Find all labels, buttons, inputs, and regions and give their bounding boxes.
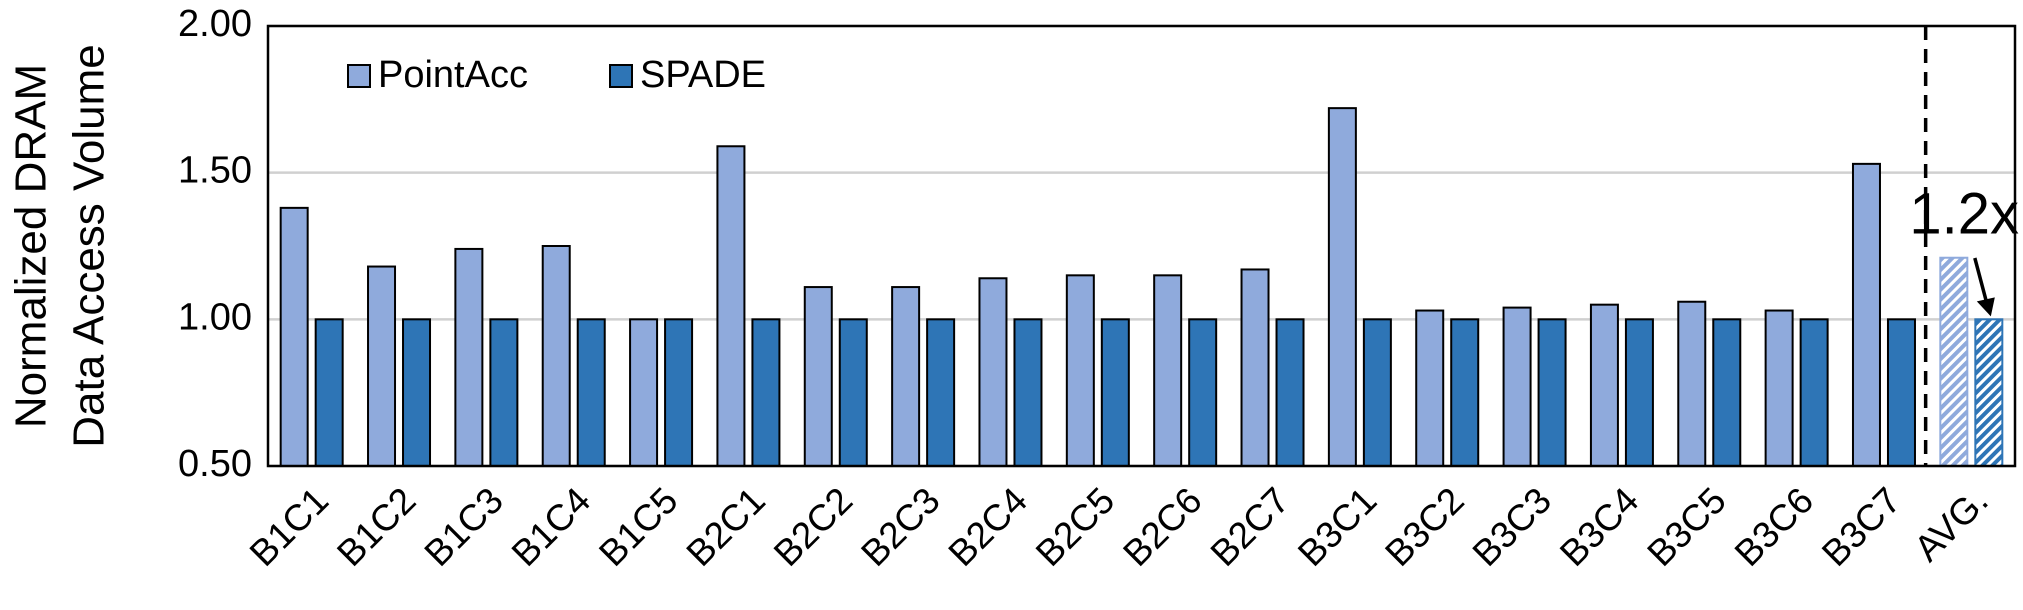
bar bbox=[576, 318, 606, 468]
x-tick-label: B3C2 bbox=[1377, 480, 1471, 574]
legend-label: SPADE bbox=[640, 54, 766, 96]
legend-swatch bbox=[609, 64, 633, 88]
x-tick-label: B3C3 bbox=[1465, 480, 1559, 574]
bar bbox=[1153, 274, 1183, 468]
y-axis-title: Normalized DRAM bbox=[7, 64, 56, 428]
y-tick-label: 1.50 bbox=[178, 150, 252, 192]
annotation-arrowhead bbox=[1976, 297, 1995, 317]
bar bbox=[279, 206, 309, 467]
legend-label: PointAcc bbox=[378, 54, 528, 96]
bar bbox=[314, 318, 344, 468]
bar bbox=[751, 318, 781, 468]
x-tick-label: B1C4 bbox=[504, 480, 598, 574]
x-tick-label: B2C4 bbox=[941, 480, 1035, 574]
annotation-arrow bbox=[1973, 257, 1989, 304]
bar bbox=[1415, 309, 1445, 467]
legend-swatch bbox=[347, 64, 371, 88]
x-tick-label: B2C5 bbox=[1028, 480, 1122, 574]
bar bbox=[1851, 162, 1881, 467]
bar bbox=[1362, 318, 1392, 468]
bar bbox=[978, 277, 1008, 467]
x-tick-label: B1C1 bbox=[242, 480, 336, 574]
bar bbox=[1275, 318, 1305, 468]
bar bbox=[926, 318, 956, 468]
bar bbox=[1764, 309, 1794, 467]
plot-frame bbox=[266, 24, 2017, 468]
bar bbox=[1974, 318, 2004, 468]
bar bbox=[891, 286, 921, 468]
bar bbox=[1537, 318, 1567, 468]
bar bbox=[1188, 318, 1218, 468]
bar bbox=[1450, 318, 1480, 468]
x-tick-label: B3C4 bbox=[1552, 480, 1646, 574]
bar bbox=[1799, 318, 1829, 468]
bar bbox=[1589, 303, 1619, 467]
x-tick-label: B1C3 bbox=[417, 480, 511, 574]
x-tick-label: AVG. bbox=[1906, 480, 1996, 570]
x-tick-label: B1C2 bbox=[329, 480, 423, 574]
bar bbox=[1013, 318, 1043, 468]
y-axis-title: Data Access Volume bbox=[65, 44, 114, 448]
bar bbox=[1886, 318, 1916, 468]
bar bbox=[1502, 306, 1532, 467]
bar bbox=[1939, 256, 1969, 467]
bar bbox=[1677, 300, 1707, 467]
bar bbox=[1065, 274, 1095, 468]
x-tick-label: B3C6 bbox=[1727, 480, 1821, 574]
bar bbox=[1712, 318, 1742, 468]
bar bbox=[541, 245, 571, 467]
bar bbox=[803, 286, 833, 468]
x-tick-label: B3C1 bbox=[1290, 480, 1384, 574]
x-tick-label: B2C6 bbox=[1115, 480, 1209, 574]
x-tick-label: B3C5 bbox=[1639, 480, 1733, 574]
bar bbox=[838, 318, 868, 468]
bar bbox=[629, 318, 659, 468]
y-tick-label: 2.00 bbox=[178, 3, 252, 45]
x-tick-label: B2C2 bbox=[766, 480, 860, 574]
bar bbox=[454, 247, 484, 467]
annotation: 1.2x bbox=[1909, 181, 2019, 246]
y-tick-label: 1.00 bbox=[178, 296, 252, 338]
bar bbox=[489, 318, 519, 468]
x-tick-label: B2C7 bbox=[1203, 480, 1297, 574]
bar bbox=[367, 265, 397, 467]
bar bbox=[1327, 107, 1357, 467]
bar bbox=[1240, 268, 1270, 468]
bar bbox=[402, 318, 432, 468]
bar bbox=[1100, 318, 1130, 468]
x-tick-label: B3C7 bbox=[1814, 480, 1908, 574]
x-tick-label: B1C5 bbox=[591, 480, 685, 574]
bar bbox=[664, 318, 694, 468]
x-tick-label: B2C3 bbox=[853, 480, 947, 574]
y-tick-label: 0.50 bbox=[178, 443, 252, 485]
bar bbox=[1624, 318, 1654, 468]
x-tick-label: B2C1 bbox=[679, 480, 773, 574]
bar bbox=[716, 145, 746, 467]
